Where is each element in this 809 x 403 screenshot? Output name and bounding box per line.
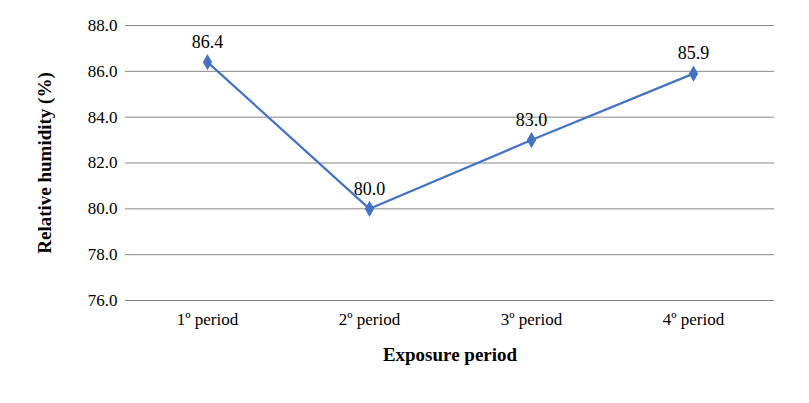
svg-text:86.0: 86.0 xyxy=(88,62,118,81)
svg-text:76.0: 76.0 xyxy=(88,291,118,310)
svg-text:88.0: 88.0 xyxy=(88,16,118,35)
svg-text:86.4: 86.4 xyxy=(192,32,224,52)
svg-text:83.0: 83.0 xyxy=(516,110,548,130)
svg-text:84.0: 84.0 xyxy=(88,108,118,127)
svg-text:Relative humidity (%): Relative humidity (%) xyxy=(34,72,56,254)
svg-text:Exposure period: Exposure period xyxy=(383,344,518,365)
svg-text:85.9: 85.9 xyxy=(678,43,710,63)
svg-text:2º period: 2º period xyxy=(339,310,401,329)
svg-text:80.0: 80.0 xyxy=(88,199,118,218)
svg-text:78.0: 78.0 xyxy=(88,245,118,264)
svg-text:80.0: 80.0 xyxy=(354,179,386,199)
svg-text:3º period: 3º period xyxy=(501,310,563,329)
svg-text:4º period: 4º period xyxy=(663,310,725,329)
svg-text:82.0: 82.0 xyxy=(88,153,118,172)
svg-text:1º period: 1º period xyxy=(177,310,239,329)
